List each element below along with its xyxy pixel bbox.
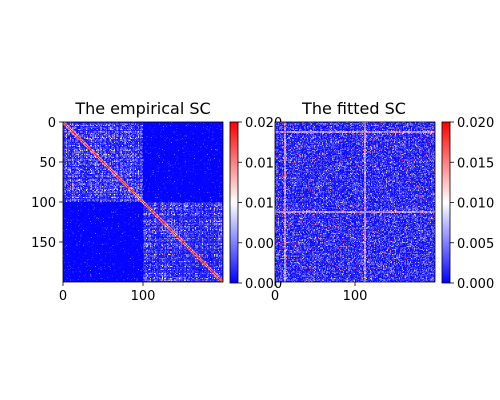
y-tick-label: 100: [31, 196, 56, 211]
colorbar-tick-label: 0.010: [245, 197, 282, 212]
colorbar-empirical: 0.000 0.005 0.010 0.015 0.020: [229, 116, 282, 292]
colorbar-tick-label: 0.005: [245, 237, 282, 252]
y-tick-label: 50: [39, 156, 56, 171]
heatmap-empirical: The empirical SC 0 100 0 50 100 150: [31, 99, 224, 304]
colorbar-tick-label: 0.010: [457, 197, 494, 212]
colorbar-gradient-fitted: [442, 122, 450, 283]
colorbar-tick-label: 0.005: [457, 237, 494, 252]
heatmap-image-fitted: [275, 122, 435, 282]
colorbar-tick-label: 0.015: [457, 156, 494, 171]
x-ticks-empirical: 0 100: [59, 282, 156, 304]
heatmap-fitted: The fitted SC 0 100: [271, 99, 436, 304]
x-tick-label: 0: [271, 289, 279, 304]
x-ticks-fitted: 0 100: [271, 282, 368, 304]
heatmap-image-empirical: [63, 122, 223, 282]
colorbar-ticks-empirical: 0.000 0.005 0.010 0.015 0.020: [238, 116, 282, 292]
x-tick-label: 0: [59, 289, 67, 304]
y-tick-label: 150: [31, 236, 56, 251]
y-ticks-empirical: 0 50 100 150: [31, 116, 63, 251]
x-tick-label: 100: [131, 289, 156, 304]
colorbar-fitted: 0.000 0.005 0.010 0.015 0.020: [441, 116, 494, 292]
colorbar-tick-label: 0.020: [457, 116, 494, 131]
y-tick-label: 0: [48, 116, 56, 131]
colorbar-tick-label: 0.000: [245, 277, 282, 292]
x-tick-label: 100: [343, 289, 368, 304]
colorbar-ticks-fitted: 0.000 0.005 0.010 0.015 0.020: [450, 116, 494, 292]
colorbar-gradient-empirical: [230, 122, 238, 283]
colorbar-tick-label: 0.015: [245, 156, 282, 171]
title-empirical: The empirical SC: [74, 99, 210, 118]
colorbar-tick-label: 0.020: [245, 116, 282, 131]
title-fitted: The fitted SC: [301, 99, 406, 118]
colorbar-tick-label: 0.000: [457, 277, 494, 292]
